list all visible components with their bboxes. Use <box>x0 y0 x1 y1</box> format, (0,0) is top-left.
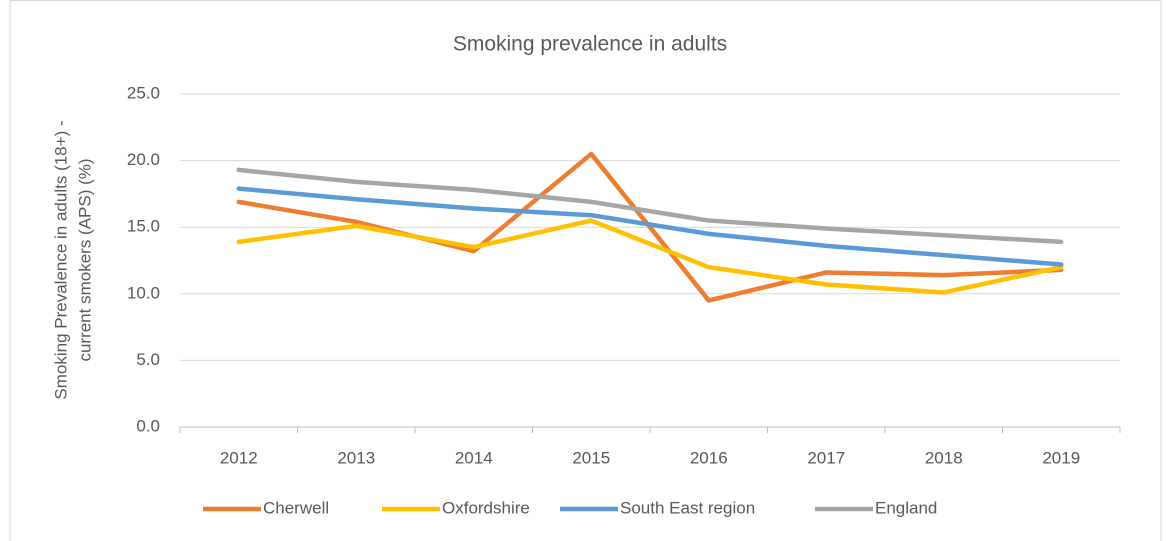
y-tick-label: 5.0 <box>136 350 160 369</box>
chart-border <box>9 0 1162 541</box>
series-line <box>236 218 1064 295</box>
y-tick-label: 10.0 <box>127 283 160 302</box>
x-tick-label: 2017 <box>807 448 845 467</box>
x-tick-label: 2019 <box>1042 448 1080 467</box>
series-line <box>236 186 1064 267</box>
y-axis-label: Smoking Prevalence in adults (18+) - cur… <box>51 120 94 399</box>
y-tick-label: 15.0 <box>127 217 160 236</box>
legend-label: South East region <box>620 498 755 517</box>
x-tick-label: 2016 <box>690 448 728 467</box>
series-line <box>236 151 1064 303</box>
x-tick-label: 2018 <box>925 448 963 467</box>
x-tick-label: 2015 <box>572 448 610 467</box>
legend-label: England <box>875 498 937 517</box>
legend-label: Oxfordshire <box>442 498 530 517</box>
y-axis-label-line: current smokers (APS) (%) <box>75 158 94 361</box>
x-tick-label: 2013 <box>337 448 375 467</box>
y-tick-label: 0.0 <box>136 416 160 435</box>
y-tick-label: 20.0 <box>127 150 160 169</box>
y-axis-label-line: Smoking Prevalence in adults (18+) - <box>51 120 70 399</box>
chart-title: Smoking prevalence in adults <box>453 33 727 56</box>
x-tick-label: 2014 <box>455 448 493 467</box>
x-tick-label: 2012 <box>220 448 258 467</box>
y-tick-label: 25.0 <box>127 83 160 102</box>
legend-label: Cherwell <box>263 498 329 517</box>
series-line <box>236 167 1064 245</box>
